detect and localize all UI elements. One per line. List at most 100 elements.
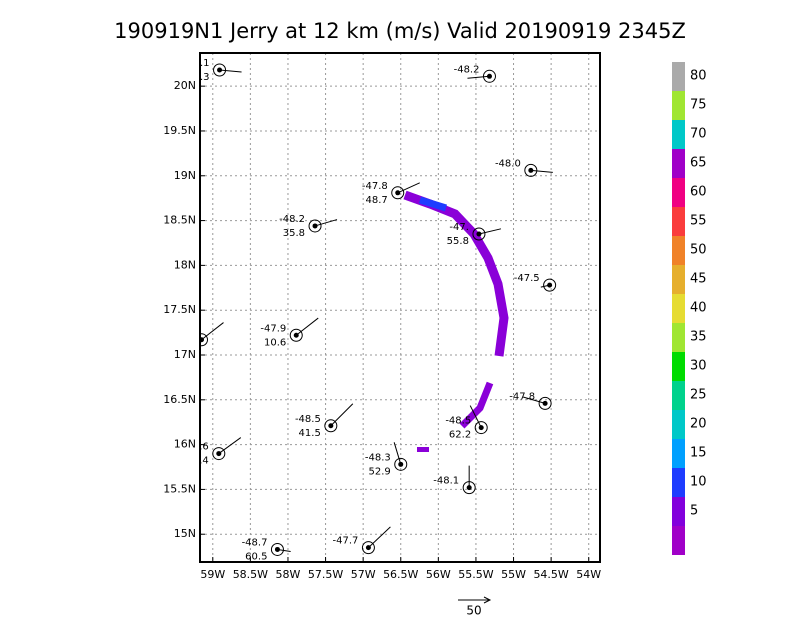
wind-barb	[540, 284, 550, 288]
wind-barb	[530, 169, 553, 173]
station-ring	[474, 421, 488, 435]
colorbar-label: 70	[690, 127, 707, 142]
station	[200, 322, 224, 347]
station-label: .3	[200, 72, 210, 83]
station-ring	[213, 63, 227, 77]
colorbar-band	[672, 323, 685, 352]
station-label: -48.1	[433, 476, 459, 487]
station: -47. 55.8	[447, 222, 502, 247]
wind-barb	[469, 405, 482, 428]
station: -47.8	[509, 391, 552, 410]
wind-barb	[219, 69, 242, 73]
lat-tick-label: 18N	[174, 258, 196, 271]
colorbar-band	[672, 265, 685, 294]
lon-tick-label: 54W	[576, 568, 601, 581]
lat-tick-label: 15.5N	[163, 482, 196, 495]
station-label: -48.7	[242, 537, 268, 548]
colorbar-label: 10	[690, 475, 707, 490]
station-label: -47.5	[514, 273, 540, 284]
station: -48.3 52.9	[365, 442, 408, 477]
station-ring	[524, 163, 538, 177]
colorbar-label: 25	[690, 388, 707, 403]
lat-tick-label: 19N	[174, 169, 196, 182]
station-ring	[308, 219, 322, 233]
station-ring	[270, 542, 284, 556]
lat-tick-label: 16N	[174, 438, 196, 451]
lat-tick-label: 15N	[174, 527, 196, 540]
plot-frame	[199, 52, 601, 563]
lon-tick-label: 56.5W	[383, 568, 418, 581]
station: -48.7 60.5	[242, 537, 291, 562]
plot-area: 9.1.3-48.2-48.0-47.848.7-48.235.8-47.55.…	[194, 53, 600, 562]
station-label: 9.1	[194, 58, 210, 69]
wind-barb	[397, 182, 420, 194]
station-label: -47.	[449, 222, 469, 233]
lon-tick-label: 55W	[501, 568, 526, 581]
colorbar-label: 20	[690, 417, 707, 432]
station-label: .4	[199, 456, 209, 467]
lon-tick-label: 58.5W	[233, 568, 268, 581]
station: -47.8 48.7	[362, 181, 420, 206]
station-label: -48.2	[454, 64, 480, 75]
colorbar-band	[672, 207, 685, 236]
station-label: 10.6	[264, 337, 286, 348]
colorbar-band	[672, 439, 685, 468]
colorbar-band	[672, 381, 685, 410]
station-label: -48.3	[365, 452, 391, 463]
colorbar-label: 55	[690, 214, 707, 229]
station: -48.2 35.8	[279, 214, 338, 239]
station-ring	[200, 333, 209, 347]
wind-patch	[418, 196, 448, 212]
station: -47.5	[514, 273, 557, 292]
wind-barb	[467, 75, 490, 79]
colorbar-band	[672, 410, 685, 439]
lat-tick-label: 20N	[174, 79, 196, 92]
wind-barb	[478, 228, 502, 235]
station-ring	[482, 69, 496, 83]
wind-barb	[368, 526, 391, 549]
station-label: -47.9	[260, 323, 286, 334]
station-ring	[289, 328, 303, 342]
colorbar-label: 30	[690, 359, 707, 374]
colorbar-label: 50	[690, 243, 707, 258]
station-label: 52.9	[368, 466, 390, 477]
lon-tick-label: 56W	[426, 568, 451, 581]
station-label: 48.7	[365, 195, 387, 206]
wind-barb	[393, 442, 402, 465]
wind-barb	[522, 396, 546, 404]
colorbar-label: 15	[690, 446, 707, 461]
colorbar-band	[672, 178, 685, 207]
station-ring	[538, 396, 552, 410]
colorbar-label: 60	[690, 185, 707, 200]
colorbar-band	[672, 468, 685, 497]
lon-tick-label: 57W	[351, 568, 376, 581]
lat-tick-label: 18.5N	[163, 214, 196, 227]
station-label: -48.5	[445, 416, 471, 427]
colorbar-band	[672, 149, 685, 178]
wind-barb	[277, 548, 291, 552]
station: -47.7	[333, 526, 391, 555]
vector-key-head	[483, 596, 492, 604]
station-label: 60.5	[245, 551, 267, 562]
station-label: -48.5	[295, 414, 321, 425]
wind-barb	[295, 317, 319, 336]
lon-tick-label: 59W	[200, 568, 225, 581]
colorbar-band	[672, 91, 685, 120]
lat-tick-label: 17.5N	[163, 303, 196, 316]
colorbar-label: 65	[690, 156, 707, 171]
station-ring	[361, 541, 375, 555]
station-label: -47.7	[333, 536, 359, 547]
lat-tick-label: 19.5N	[163, 124, 196, 137]
wind-barb	[330, 403, 354, 427]
station-ring	[391, 186, 405, 200]
station-ring	[394, 457, 408, 471]
station-label: 35.8	[283, 228, 305, 239]
lon-tick-label: 55.5W	[458, 568, 493, 581]
wind-patch	[459, 381, 494, 429]
wind-barb	[314, 219, 338, 227]
station-ring	[472, 227, 486, 241]
station-label: -47.8	[509, 391, 535, 402]
station: 9.1.3	[194, 58, 242, 83]
colorbar-band	[672, 294, 685, 323]
